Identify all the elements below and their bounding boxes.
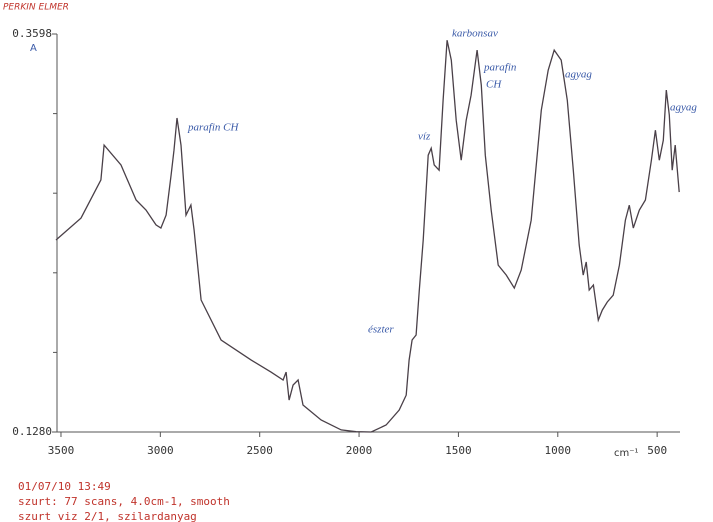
x-unit: cm⁻¹ [614, 448, 639, 459]
x-tick-label: 3500 [48, 444, 75, 457]
x-tick-label: 1000 [545, 444, 572, 457]
annotation: agyag [670, 102, 697, 114]
y-tick-label: 0.1280 [12, 425, 52, 438]
annotation: parafin [483, 62, 517, 74]
annotation: parafin CH [187, 122, 239, 134]
footer-line: szurt viz 2/1, szilardanyag [18, 510, 197, 522]
annotation: észter [368, 324, 394, 336]
x-tick-label: 3000 [147, 444, 174, 457]
annotation: agyag [565, 69, 592, 81]
x-tick-label: 2500 [246, 444, 273, 457]
y-tick-label: 0.3598 [12, 27, 52, 40]
x-tick-label: 2000 [346, 444, 373, 457]
annotation: CH [486, 79, 502, 91]
x-tick-label: 500 [647, 444, 667, 457]
annotation: víz [418, 131, 431, 143]
footer-line: szurt: 77 scans, 4.0cm-1, smooth [18, 495, 230, 508]
footer-line: 01/07/10 13:49 [18, 480, 111, 493]
spectrum-line [55, 40, 680, 433]
annotation: karbonsav [452, 28, 498, 40]
y-unit: A [30, 43, 37, 54]
x-tick-label: 1500 [445, 444, 472, 457]
brand: PERKIN ELMER [3, 3, 69, 13]
